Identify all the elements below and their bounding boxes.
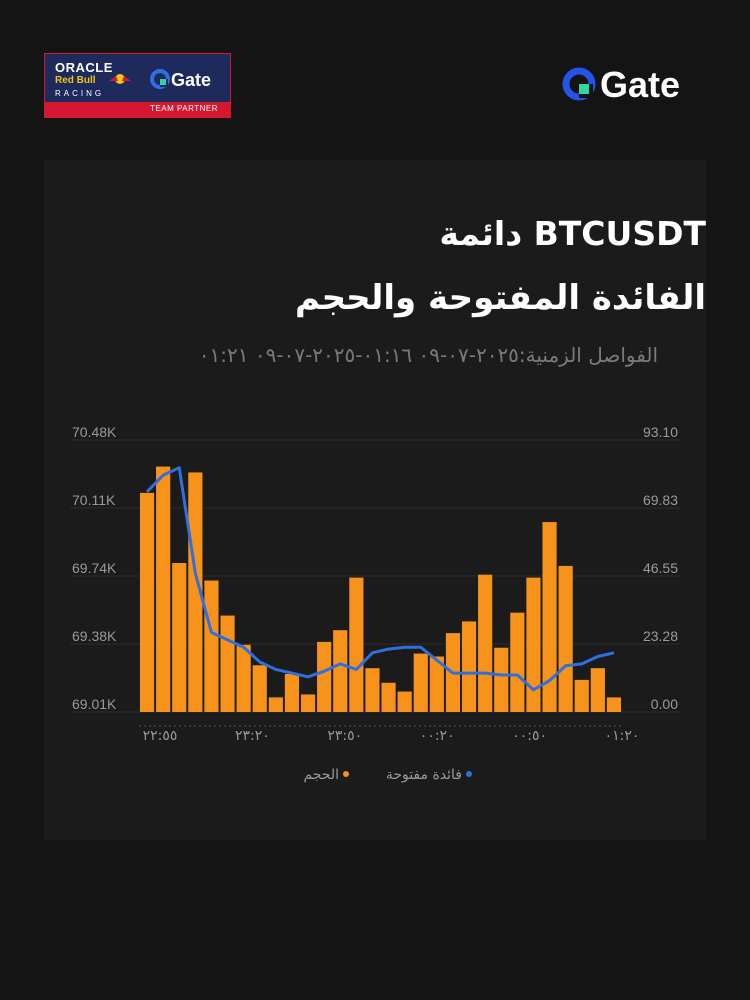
volume-bar — [172, 562, 187, 712]
partner-line1: ORACLE — [55, 60, 113, 75]
legend-open-interest-marker — [466, 771, 472, 777]
right-tick-label: 23.28 — [643, 628, 678, 644]
page-title: BTCUSDT دائمة — [439, 214, 706, 253]
volume-bar — [268, 697, 283, 712]
left-tick-label: 69.74K — [72, 560, 117, 576]
right-tick-label: 46.55 — [643, 560, 678, 576]
x-tick-label: ٢٢:٥٥ — [143, 728, 178, 744]
volume-bar — [494, 647, 509, 712]
legend-open-interest-label: فائدة مفتوحة — [386, 767, 462, 783]
team-partner-caption: TEAM PARTNER — [150, 104, 218, 113]
chart-legend: فائدة مفتوحة الحجم — [303, 767, 472, 783]
page-subtitle: الفائدة المفتوحة والحجم — [294, 278, 706, 318]
open-interest-line — [145, 466, 615, 692]
x-tick-label: ٠٠:٢٠ — [420, 728, 455, 744]
left-tick-label: 70.48K — [72, 424, 117, 440]
volume-bar — [300, 694, 316, 712]
x-tick-label: ٢٣:٢٠ — [235, 728, 270, 744]
x-tick-label: ٠٠:٥٠ — [512, 728, 547, 744]
left-tick-label: 70.11K — [72, 492, 116, 508]
volume-bar — [413, 653, 428, 712]
gate-logo: Gate — [562, 64, 680, 105]
red-bull-logo-icon — [109, 74, 131, 84]
right-tick-label: 69.83 — [643, 492, 678, 508]
volume-bar — [220, 615, 235, 712]
volume-bar — [284, 674, 300, 712]
volume-bar — [590, 668, 605, 712]
x-tick-label: ٢٣:٥٠ — [327, 728, 362, 744]
time-interval: الفواصل الزمنية:٢٠٢٥-٠٧-٠٩ ٠١:١٦-٢٠٢٥-٠٧… — [198, 343, 658, 367]
volume-bars — [139, 466, 622, 712]
right-tick-label: 0.00 — [651, 696, 678, 712]
volume-bar — [542, 522, 557, 712]
right-tick-label: 93.10 — [643, 424, 678, 440]
volume-bar — [252, 665, 267, 712]
volume-bar — [397, 691, 412, 712]
open-interest-series-line — [145, 466, 615, 692]
volume-bar — [381, 682, 396, 712]
volume-bar — [236, 644, 251, 712]
volume-bar — [606, 697, 622, 712]
partner-line2: Red Bull — [55, 75, 96, 86]
partner-brand-text: Gate — [171, 70, 211, 90]
left-tick-label: 69.38K — [72, 628, 117, 644]
volume-bar — [574, 679, 589, 712]
legend-volume-label: الحجم — [303, 767, 339, 783]
x-tick-label: ٠١:٢٠ — [605, 728, 640, 744]
volume-bar — [156, 466, 171, 712]
gate-partner-logo: Gate — [150, 69, 211, 90]
left-tick-label: 69.01K — [72, 696, 117, 712]
legend-volume-marker — [343, 771, 349, 777]
chart-card — [44, 160, 706, 840]
oracle-redbull-partner-badge: ORACLE Red Bull RACING Gate TEAM PARTNER — [44, 53, 231, 118]
axis-ticks: 70.48K 93.10 70.11K 69.83 69.74K 46.55 69.38K 2… — [72, 424, 678, 744]
volume-bar — [526, 577, 541, 712]
volume-bar — [461, 621, 477, 712]
volume-bar — [558, 565, 573, 712]
volume-bar — [478, 574, 493, 712]
volume-bar — [365, 668, 380, 712]
partner-line3: RACING — [55, 89, 105, 98]
gate-logo-icon — [562, 67, 596, 101]
volume-bar — [510, 612, 525, 712]
volume-bar — [204, 580, 219, 712]
volume-bar — [317, 641, 332, 712]
brand-name: Gate — [600, 64, 680, 105]
volume-bar — [333, 630, 348, 712]
volume-bar — [429, 656, 444, 712]
volume-bar — [139, 492, 155, 712]
team-partner-strip: TEAM PARTNER — [45, 102, 230, 117]
volume-bar — [349, 577, 364, 712]
volume-bar — [188, 472, 203, 712]
